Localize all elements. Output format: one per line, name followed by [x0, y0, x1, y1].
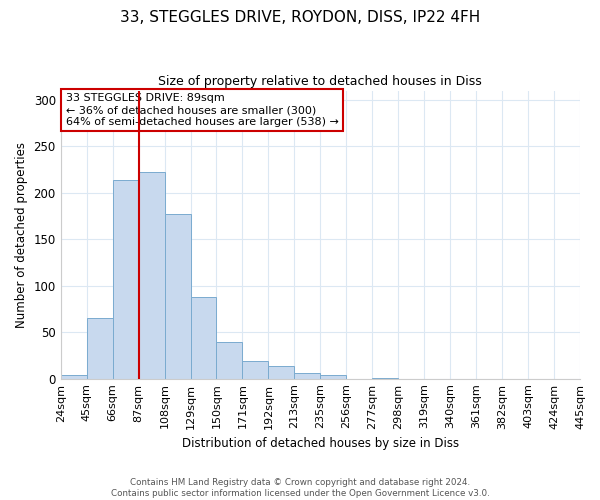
Bar: [320, 375, 346, 378]
Bar: [268, 366, 295, 378]
Title: Size of property relative to detached houses in Diss: Size of property relative to detached ho…: [158, 75, 482, 88]
Bar: [242, 361, 268, 378]
Bar: [295, 373, 320, 378]
Bar: [61, 375, 86, 378]
X-axis label: Distribution of detached houses by size in Diss: Distribution of detached houses by size …: [182, 437, 459, 450]
Bar: [139, 172, 164, 378]
Bar: [113, 180, 139, 378]
Text: 33, STEGGLES DRIVE, ROYDON, DISS, IP22 4FH: 33, STEGGLES DRIVE, ROYDON, DISS, IP22 4…: [120, 10, 480, 25]
Text: Contains HM Land Registry data © Crown copyright and database right 2024.
Contai: Contains HM Land Registry data © Crown c…: [110, 478, 490, 498]
Bar: [217, 342, 242, 378]
Bar: [164, 214, 191, 378]
Y-axis label: Number of detached properties: Number of detached properties: [15, 142, 28, 328]
Text: 33 STEGGLES DRIVE: 89sqm
← 36% of detached houses are smaller (300)
64% of semi-: 33 STEGGLES DRIVE: 89sqm ← 36% of detach…: [66, 94, 339, 126]
Bar: [191, 297, 217, 378]
Bar: [86, 318, 113, 378]
